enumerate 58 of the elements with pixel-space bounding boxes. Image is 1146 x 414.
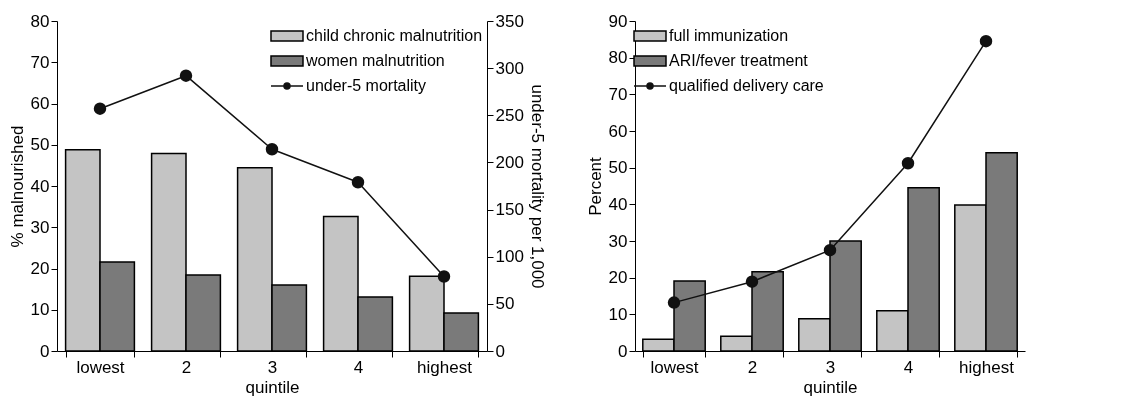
x-tick-label: 2 xyxy=(181,357,192,377)
y-tick-label: 70 xyxy=(30,52,50,72)
x-tick-label: lowest xyxy=(76,357,125,377)
y-tick-label: 0 xyxy=(618,341,628,361)
x-tick-label: 3 xyxy=(267,357,278,377)
y-tick-label: 10 xyxy=(30,300,50,320)
y2-tick-label: 300 xyxy=(495,58,524,78)
x-axis-title: quintile xyxy=(803,377,858,397)
legend-label: child chronic malnutrition xyxy=(306,27,483,44)
legend-label: full immunization xyxy=(669,27,789,44)
y2-tick-label: 200 xyxy=(495,152,524,172)
y-tick-label: 20 xyxy=(608,268,628,288)
x-tick-label: 2 xyxy=(747,357,758,377)
y-tick-label: 10 xyxy=(608,304,628,324)
y2-tick-label: 350 xyxy=(495,11,524,31)
point xyxy=(93,102,107,115)
y2-tick-label: 250 xyxy=(495,105,524,125)
x-tick-label: highest xyxy=(417,357,473,377)
point xyxy=(179,69,193,82)
x-tick-label: highest xyxy=(959,357,1015,377)
y-tick-label: 40 xyxy=(30,176,50,196)
point xyxy=(901,157,915,170)
y-tick-label: 50 xyxy=(608,158,628,178)
y-tick-label: 90 xyxy=(608,11,628,31)
y2-tick-label: 150 xyxy=(495,200,524,220)
y-axis-title: Percent xyxy=(585,156,605,216)
y-tick-label: 30 xyxy=(608,231,628,251)
x-tick-label: 4 xyxy=(353,357,364,377)
y-tick-label: 20 xyxy=(30,259,50,278)
y-tick-label: 80 xyxy=(608,48,628,68)
y2-axis-title: under-5 mortality per 1,000 xyxy=(527,84,547,289)
y2-tick-label: 100 xyxy=(495,247,524,267)
point xyxy=(265,142,279,156)
y-tick-label: 30 xyxy=(30,217,50,237)
y-tick-label: 80 xyxy=(30,11,50,31)
point xyxy=(979,34,993,48)
x-tick-label: 3 xyxy=(825,357,836,377)
legend-label: qualified delivery care xyxy=(669,77,824,94)
point xyxy=(351,175,365,189)
x-tick-label: 4 xyxy=(903,357,914,377)
y-axis-title: % malnourished xyxy=(7,125,27,248)
x-axis-title: quintile xyxy=(245,377,300,397)
point xyxy=(823,243,837,257)
y-tick-label: 70 xyxy=(608,84,628,104)
x-tick-label: lowest xyxy=(650,357,699,377)
point xyxy=(667,296,681,309)
point xyxy=(437,270,451,283)
y2-tick-label: 50 xyxy=(495,294,515,314)
y2-tick-label: 0 xyxy=(495,341,505,361)
point xyxy=(745,275,759,288)
legend-label: women malnutrition xyxy=(305,52,445,69)
y-tick-label: 40 xyxy=(608,194,628,214)
y-tick-label: 0 xyxy=(40,341,50,361)
y-tick-label: 50 xyxy=(30,135,50,155)
legend-label: under-5 mortality xyxy=(306,77,427,94)
y-tick-label: 60 xyxy=(30,94,50,113)
legend-label: ARI/fever treatment xyxy=(669,52,809,69)
y-tick-label: 60 xyxy=(608,121,628,141)
